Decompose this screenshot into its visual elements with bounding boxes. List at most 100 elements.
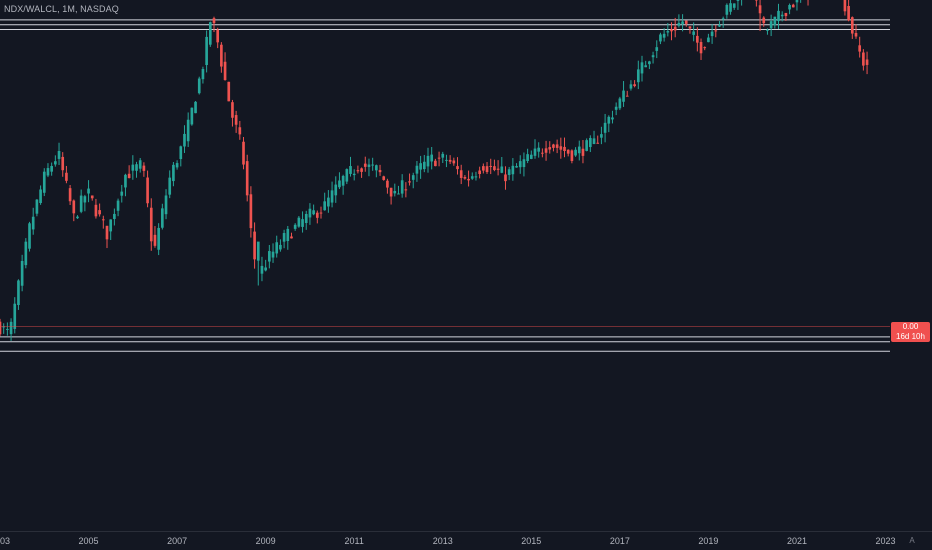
candle xyxy=(319,206,323,219)
candle xyxy=(666,22,670,37)
candle xyxy=(42,168,46,197)
candle xyxy=(437,151,441,167)
candle xyxy=(548,141,552,154)
candles xyxy=(0,0,869,341)
candle xyxy=(850,16,854,39)
candle xyxy=(65,165,68,184)
candle xyxy=(478,166,481,179)
candle xyxy=(20,254,24,292)
candle xyxy=(264,259,267,272)
candle xyxy=(589,135,592,153)
x-tick-label: 2017 xyxy=(609,536,630,546)
candle xyxy=(293,223,297,231)
candle xyxy=(633,80,636,88)
candle xyxy=(238,120,242,140)
candle xyxy=(90,195,94,201)
candle xyxy=(327,190,330,213)
candle xyxy=(518,155,522,174)
candle xyxy=(788,3,791,15)
candle xyxy=(245,154,249,202)
candle xyxy=(323,192,327,211)
candle xyxy=(197,76,201,95)
candle xyxy=(522,152,526,177)
candle xyxy=(24,238,28,269)
candle xyxy=(795,0,799,11)
candle xyxy=(161,203,164,230)
candle xyxy=(397,185,400,195)
candle xyxy=(563,137,566,158)
candle xyxy=(231,99,234,127)
candle xyxy=(13,297,17,334)
candle xyxy=(725,3,729,19)
candle xyxy=(496,160,500,176)
candle xyxy=(175,160,179,170)
symbol-title[interactable]: NDX/WALCL, 1M, NASDAQ xyxy=(4,4,119,14)
candle xyxy=(688,26,692,34)
candle xyxy=(699,38,703,60)
candle xyxy=(574,147,577,157)
candle xyxy=(260,256,264,282)
candle xyxy=(659,32,662,45)
candle xyxy=(703,46,707,51)
candle xyxy=(157,223,160,256)
candle xyxy=(511,158,515,181)
candle xyxy=(670,22,673,41)
candle xyxy=(504,166,507,190)
candle xyxy=(87,180,90,203)
candle xyxy=(696,27,699,52)
candle xyxy=(570,149,574,164)
time-axis-border xyxy=(0,531,932,532)
candle xyxy=(135,161,138,178)
candle xyxy=(791,3,795,8)
candle xyxy=(452,157,456,166)
candle xyxy=(800,0,802,3)
candle xyxy=(131,155,135,180)
auto-scale-button[interactable]: A xyxy=(909,536,915,545)
x-tick-label: 2021 xyxy=(786,536,807,546)
candle xyxy=(533,139,537,159)
candle xyxy=(422,154,426,173)
candle xyxy=(445,154,448,168)
candle xyxy=(555,139,559,154)
x-tick-label: 2003 xyxy=(0,536,11,546)
candle xyxy=(46,163,50,178)
candle xyxy=(441,151,445,164)
candle xyxy=(146,170,149,208)
candle xyxy=(304,210,308,230)
candle xyxy=(463,175,467,180)
candle xyxy=(780,11,784,22)
candle xyxy=(592,130,596,145)
candle xyxy=(644,60,648,68)
candle xyxy=(655,40,659,59)
candle xyxy=(120,184,124,203)
candle xyxy=(212,16,216,33)
candle xyxy=(208,21,212,47)
x-tick-label: 2023 xyxy=(875,536,896,546)
candle xyxy=(116,198,120,217)
candle xyxy=(253,222,256,269)
candle xyxy=(172,162,175,187)
candle xyxy=(76,215,79,219)
candle xyxy=(585,138,588,152)
x-tick-label: 2019 xyxy=(698,536,719,546)
candle xyxy=(736,0,740,10)
candle xyxy=(142,162,146,177)
horizontal-levels xyxy=(0,19,890,352)
candle xyxy=(256,241,260,286)
candle xyxy=(382,175,386,181)
candle xyxy=(448,155,452,165)
candle xyxy=(673,17,677,38)
candle xyxy=(367,158,371,177)
x-tick-label: 2013 xyxy=(432,536,453,546)
candle xyxy=(769,14,773,37)
candle xyxy=(470,172,474,180)
candle xyxy=(692,22,695,42)
candle xyxy=(636,60,640,90)
candle xyxy=(404,182,408,198)
candle xyxy=(17,279,20,310)
candle xyxy=(68,185,72,205)
candle xyxy=(611,110,614,124)
candle xyxy=(507,166,511,181)
